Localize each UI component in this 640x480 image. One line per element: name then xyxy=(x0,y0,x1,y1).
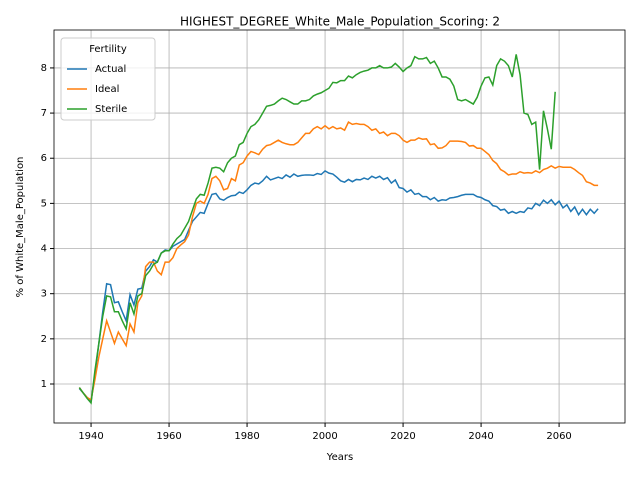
series-line xyxy=(78,54,556,405)
y-tick-label: 4 xyxy=(41,244,47,255)
legend-title: Fertility xyxy=(89,44,127,55)
legend-label: Actual xyxy=(95,64,126,75)
plot-frame xyxy=(53,29,626,424)
legend-box xyxy=(60,37,156,121)
legend-label: Sterile xyxy=(95,104,127,115)
x-tick-label: 2040 xyxy=(468,431,493,442)
y-tick-label: 5 xyxy=(41,198,47,209)
x-tick-label: 1960 xyxy=(156,431,181,442)
chart-title: HIGHEST_DEGREE_White_Male_Population_Sco… xyxy=(180,15,500,29)
y-tick-label: 6 xyxy=(41,153,47,164)
x-tick-label: 2020 xyxy=(390,431,415,442)
x-tick-label: 1980 xyxy=(234,431,259,442)
x-tick-label: 2060 xyxy=(546,431,571,442)
y-tick-label: 7 xyxy=(41,108,47,119)
y-tick-label: 8 xyxy=(41,63,47,74)
y-axis-label: % of White_Male_Population xyxy=(15,157,26,298)
x-tick-label: 1940 xyxy=(78,431,103,442)
y-tick-label: 1 xyxy=(41,379,47,390)
series-line xyxy=(78,121,599,401)
x-tick-label: 2000 xyxy=(312,431,337,442)
x-axis-label: Years xyxy=(326,452,353,463)
y-tick-label: 2 xyxy=(41,334,47,345)
legend-label: Ideal xyxy=(95,84,119,95)
legend: Fertility Actual Ideal Sterile xyxy=(60,37,156,121)
y-tick-label: 3 xyxy=(41,289,47,300)
